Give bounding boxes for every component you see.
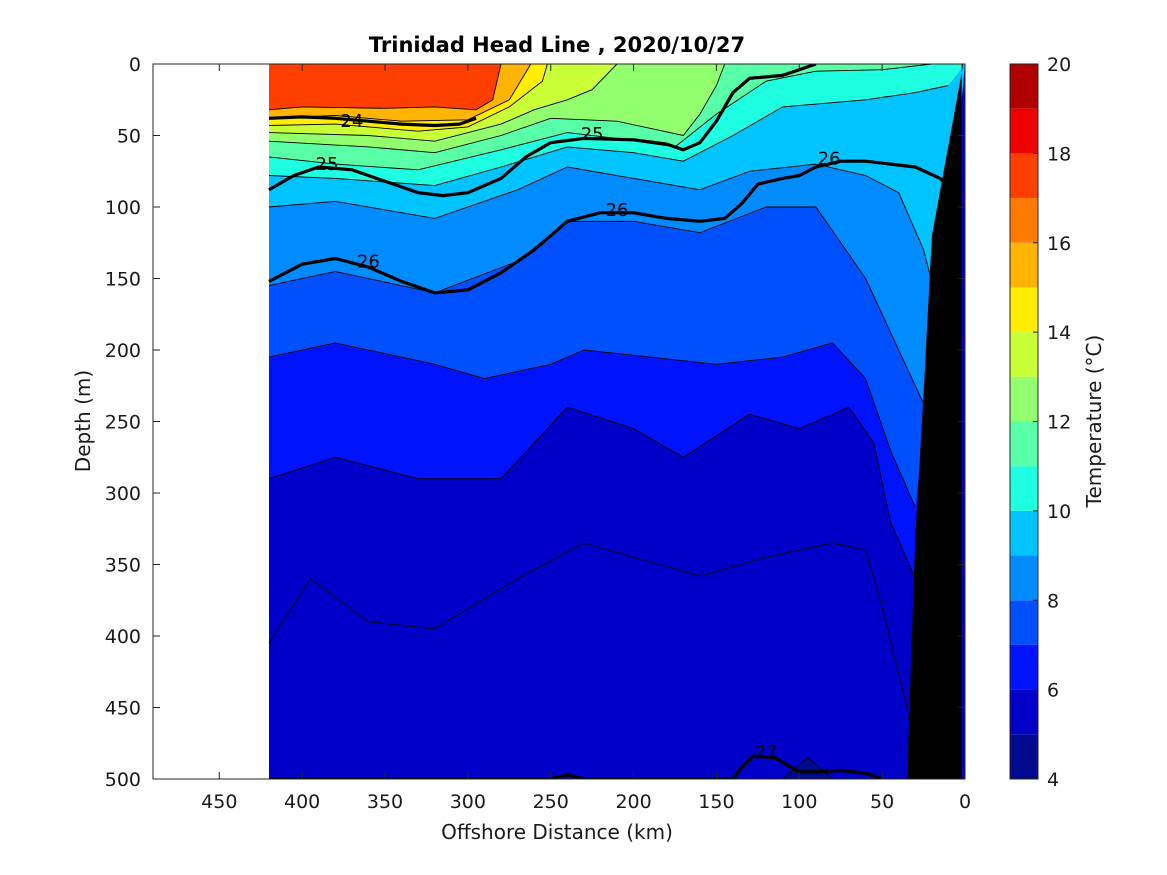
- temperature-contour-12: [268, 64, 726, 154]
- temperature-contour-14: [268, 64, 548, 132]
- colorbar-tick-label: 12: [1047, 412, 1071, 434]
- temperature-contour-lines: [268, 64, 949, 779]
- colorbar-segment: [1010, 64, 1038, 109]
- y-tick-label: 450: [105, 698, 141, 720]
- colorbar-segment: [1010, 600, 1038, 645]
- colorbar-segment: [1010, 734, 1038, 779]
- y-axis-ticks: 0 50 100 150 200 250 300 350 400 450 500: [105, 54, 965, 791]
- colorbar: 4 6 8 10 12 14 16 18 20: [1009, 54, 1071, 791]
- density-contour-25: [268, 64, 817, 198]
- contour-label-25: 25: [316, 154, 339, 175]
- temperature-contour-17: [268, 64, 502, 111]
- colorbar-label: Temperature (°C): [1082, 335, 1106, 509]
- x-axis-label: Offshore Distance (km): [441, 820, 673, 844]
- contour-label-text: 27: [755, 742, 778, 763]
- temperature-contour-6: [268, 406, 916, 579]
- colorbar-tick-label: 4: [1047, 769, 1059, 791]
- x-tick-label: 50: [870, 791, 894, 813]
- x-tick-label: 450: [201, 791, 237, 813]
- x-tick-label: 400: [284, 791, 320, 813]
- colorbar-segment: [1010, 510, 1038, 556]
- colorbar-tick-label: 8: [1047, 590, 1059, 612]
- y-tick-label: 0: [129, 54, 141, 76]
- seafloor-wedge: [907, 64, 964, 779]
- plot-area: 24 25 25 26 26 26 27: [268, 64, 965, 779]
- temperature-contour-9: [268, 163, 941, 315]
- colorbar-segment: [1010, 376, 1038, 422]
- x-tick-label: 250: [533, 791, 569, 813]
- density-contour-labels: 24 25 25 26 26 26 27: [316, 111, 841, 763]
- colorbar-segment: [1010, 421, 1038, 467]
- contour-label-26: 26: [606, 200, 629, 221]
- colorbar-tick-label: 6: [1047, 680, 1059, 702]
- density-contour-lines: [268, 64, 950, 779]
- x-tick-label: 200: [615, 791, 651, 813]
- temperature-contour-5: [268, 542, 920, 779]
- y-tick-label: 300: [105, 483, 141, 505]
- density-contour-26: [268, 159, 950, 295]
- colorbar-tick-label: 20: [1047, 54, 1071, 76]
- x-axis-ticks: 450 400 350 300 250 200 150 100 50 0: [201, 64, 971, 813]
- x-tick-label: 150: [698, 791, 734, 813]
- contour-label-text: 26: [606, 200, 629, 221]
- y-tick-label: 50: [117, 126, 141, 148]
- colorbar-segment: [1010, 242, 1038, 288]
- temperature-contour-7: [268, 342, 916, 508]
- colorbar-tick-label: 18: [1047, 143, 1071, 165]
- x-tick-label: 300: [450, 791, 486, 813]
- temperature-band-cold-pocket: [782, 757, 833, 779]
- y-axis-label: Depth (m): [71, 370, 95, 472]
- temperature-contour-15: [268, 64, 532, 122]
- x-tick-label: 0: [959, 791, 971, 813]
- contour-label-text: 24: [340, 111, 363, 132]
- contour-label-text: 25: [581, 124, 604, 145]
- temperature-band-17: [269, 64, 965, 110]
- colorbar-tick-label: 10: [1047, 501, 1071, 523]
- y-tick-label: 400: [105, 626, 141, 648]
- density-contour-27: [269, 754, 883, 779]
- colorbar-segment: [1010, 555, 1038, 601]
- contour-label-text: 26: [357, 251, 380, 272]
- colorbar-segment: [1010, 108, 1038, 154]
- contour-label-26: 26: [357, 251, 380, 272]
- chart-title: Trinidad Head Line , 2020/10/27: [369, 33, 745, 57]
- y-tick-label: 100: [105, 197, 141, 219]
- density-contour-24: [268, 115, 477, 128]
- y-tick-label: 150: [105, 269, 141, 291]
- temperature-fill-layer: [269, 64, 965, 779]
- contour-label-text: 26: [818, 148, 841, 169]
- contour-label-text: 25: [316, 154, 339, 175]
- y-tick-label: 500: [105, 769, 141, 791]
- y-tick-label: 250: [105, 412, 141, 434]
- seafloor-mask: [907, 64, 964, 779]
- temperature-contour-8: [268, 206, 933, 422]
- temperature-contour-13: [268, 64, 618, 142]
- contour-label-25: 25: [581, 124, 604, 145]
- colorbar-segment: [1010, 287, 1038, 333]
- contour-label-26: 26: [818, 148, 841, 169]
- x-tick-label: 100: [781, 791, 817, 813]
- colorbar-tick-label: 16: [1047, 233, 1071, 255]
- y-tick-label: 350: [105, 555, 141, 577]
- colorbar-segment: [1010, 644, 1038, 690]
- x-tick-label: 350: [367, 791, 403, 813]
- y-tick-label: 200: [105, 340, 141, 362]
- colorbar-segment: [1010, 332, 1038, 377]
- contour-label-24: 24: [340, 111, 363, 132]
- colorbar-segment: [1010, 198, 1038, 243]
- colorbar-tick-label: 14: [1047, 322, 1071, 344]
- temperature-contour-10: [268, 85, 949, 187]
- contour-label-27: 27: [755, 742, 778, 763]
- colorbar-segment: [1010, 689, 1038, 735]
- colorbar-segment: [1010, 153, 1038, 199]
- colorbar-segment: [1010, 466, 1038, 511]
